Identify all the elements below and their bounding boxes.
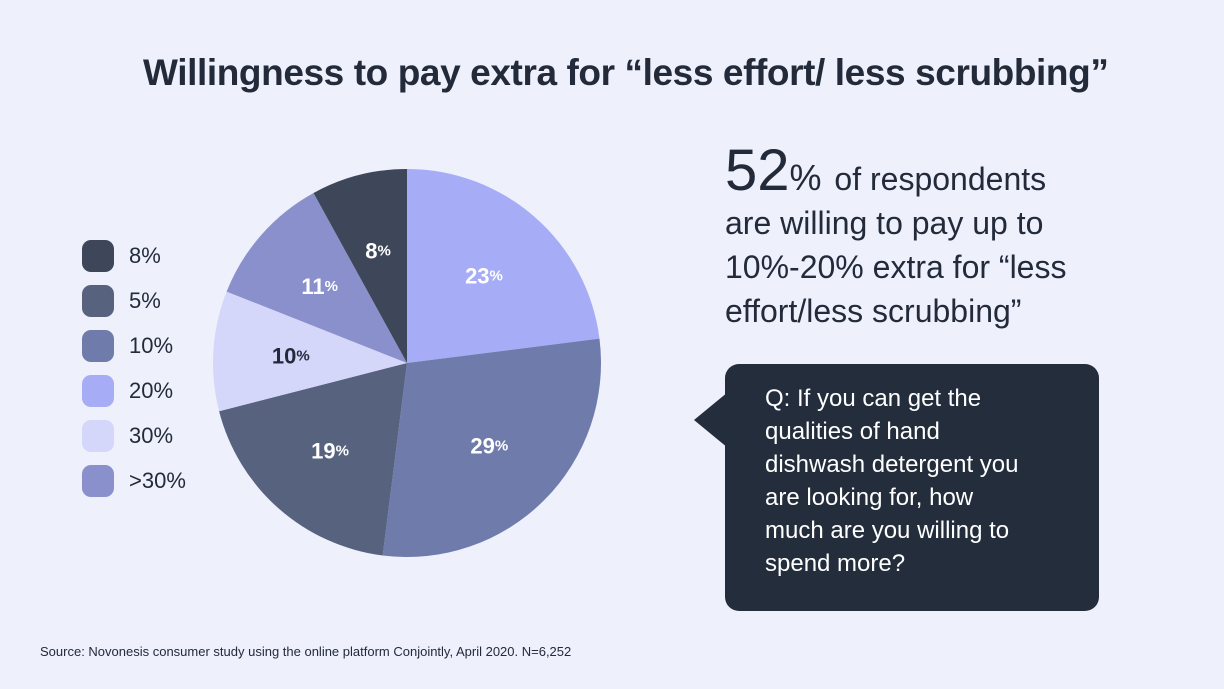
question-line: Q: If you can get the — [765, 385, 982, 412]
pie-slice — [382, 338, 601, 557]
highlight-stat: 52% of respondents are willing to pay up… — [725, 142, 1165, 333]
legend-swatch — [82, 284, 114, 317]
legend-label: 5% — [129, 287, 161, 313]
question-line: are looking for, how — [765, 484, 974, 511]
question-line: dishwash detergent you — [765, 451, 1019, 478]
legend-swatch — [82, 419, 114, 452]
speech-bubble-tail — [694, 392, 728, 448]
legend-item: 8% — [82, 233, 186, 278]
source-note: Source: Novonesis consumer study using t… — [40, 644, 572, 659]
legend-item: >30% — [82, 458, 186, 503]
slice-label: 23% — [465, 263, 503, 288]
slice-label: 19% — [311, 438, 349, 463]
legend-item: 5% — [82, 278, 186, 323]
highlight-line: of respondents — [834, 161, 1047, 197]
pie-slice — [213, 291, 407, 412]
legend-swatch — [82, 239, 114, 272]
legend-label: 10% — [129, 332, 174, 358]
highlight-line: are willing to pay up to — [725, 205, 1044, 241]
pie-slice — [313, 169, 407, 363]
highlight-number: 52 — [725, 138, 790, 203]
pie-slice — [226, 192, 407, 363]
highlight-percent-sign: % — [789, 157, 822, 198]
question-bubble: Q: If you can get the qualities of hand … — [725, 364, 1099, 611]
legend-label: 20% — [129, 377, 174, 403]
pie-slice — [219, 363, 407, 556]
pie-slice — [407, 169, 600, 363]
legend-item: 30% — [82, 413, 186, 458]
legend-label: 30% — [129, 422, 174, 448]
question-line: spend more? — [765, 550, 906, 577]
legend-item: 10% — [82, 323, 186, 368]
question-line: qualities of hand — [765, 418, 940, 445]
highlight-first-line: 52% of respondents — [725, 142, 1165, 201]
slice-label: 29% — [470, 433, 508, 458]
legend-swatch — [82, 329, 114, 362]
legend: 8% 5% 10% 20% 30% >30% — [82, 233, 186, 503]
slice-label: 11% — [301, 274, 338, 299]
highlight-line: 10%-20% extra for “less — [725, 249, 1067, 285]
legend-swatch — [82, 464, 114, 497]
chart-title: Willingness to pay extra for “less effor… — [143, 52, 1109, 93]
legend-label: >30% — [129, 467, 186, 493]
slice-label: 8% — [365, 238, 391, 263]
legend-item: 20% — [82, 368, 186, 413]
question-line: much are you willing to — [765, 517, 1010, 544]
highlight-line: effort/less scrubbing” — [725, 293, 1022, 329]
slice-label: 10% — [272, 343, 310, 368]
legend-swatch — [82, 374, 114, 407]
legend-label: 8% — [129, 242, 161, 268]
